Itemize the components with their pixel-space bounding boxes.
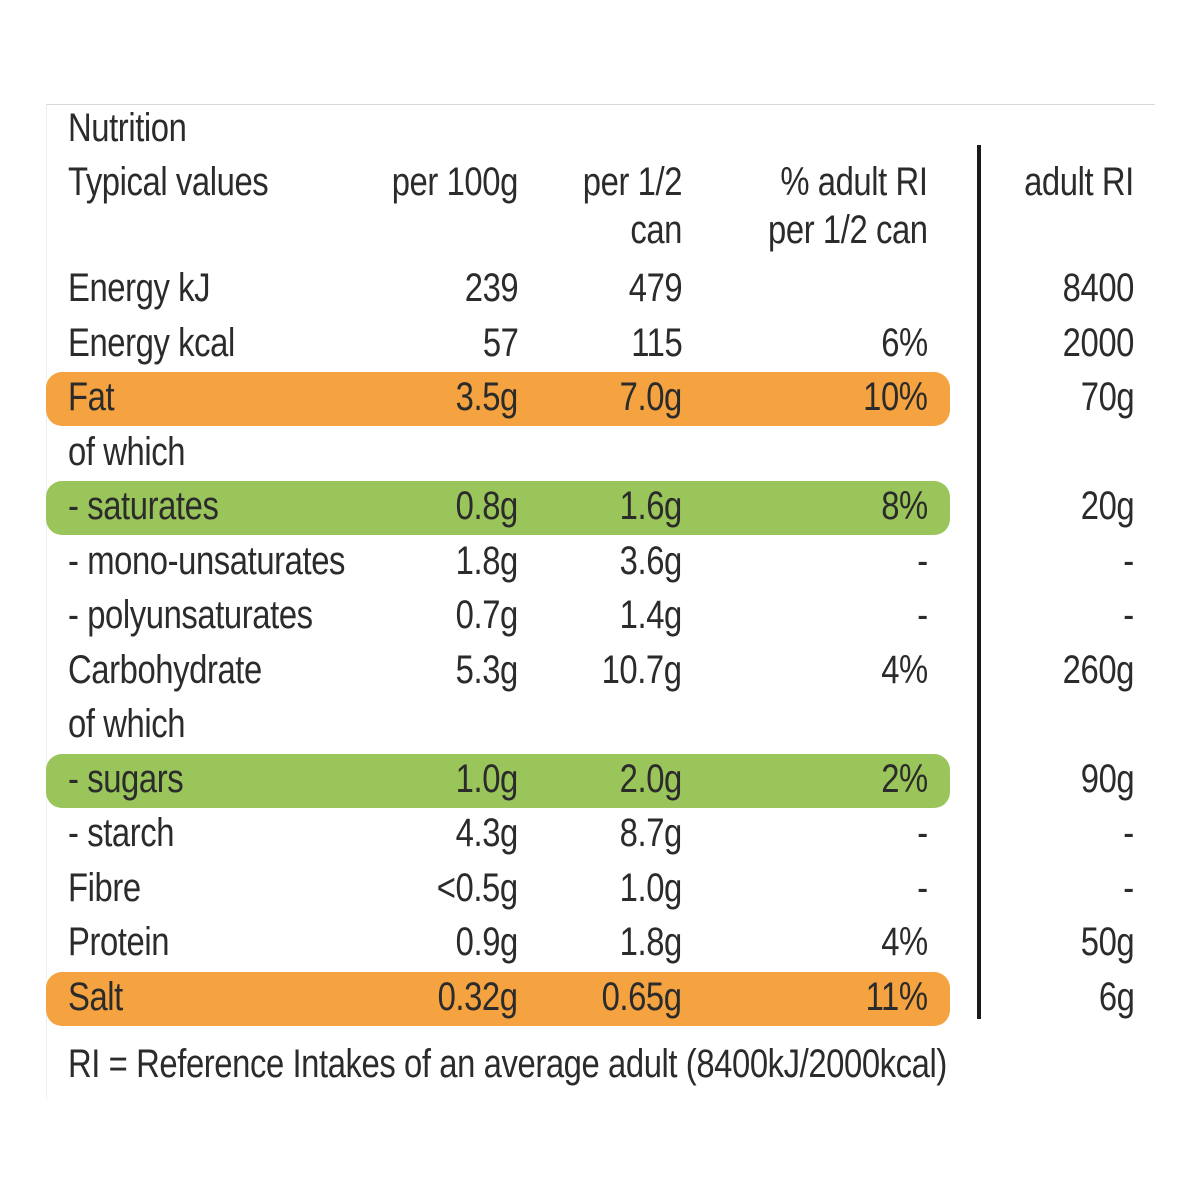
row-label: of which	[68, 429, 186, 474]
ri-footnote: RI = Reference Intakes of an average adu…	[68, 1042, 947, 1086]
per-half-can-value: 0.65g	[601, 974, 682, 1019]
typical-values-header: Typical values	[68, 160, 269, 204]
adult-ri-header: adult RI	[1024, 160, 1134, 204]
per-100g-value: <0.5g	[437, 865, 518, 910]
row-label: Fat	[68, 375, 115, 419]
per-100g-value: 0.32g	[437, 974, 518, 1019]
row-label: of which	[68, 702, 186, 746]
adult-ri-value: 6g	[1098, 974, 1134, 1019]
highlight-band-green	[46, 481, 950, 535]
highlight-band-orange	[46, 372, 950, 426]
per-100g-value: 4.3g	[455, 811, 519, 855]
row-label: Protein	[68, 920, 170, 964]
adult-ri-value: 70g	[1080, 375, 1134, 419]
adult-ri-value: 2000	[1062, 320, 1135, 365]
row-label: - polyunsaturates	[68, 593, 313, 637]
per-100g-value: 0.7g	[455, 593, 519, 637]
per-100g-header: per 100g	[391, 160, 519, 204]
per-100g-value: 1.8g	[455, 538, 519, 583]
pct-ri-value: 6%	[881, 320, 928, 365]
per-half-can-header-line2: can	[630, 208, 682, 252]
per-half-can-header-line1: per 1/2	[582, 160, 683, 204]
row-label: - sugars	[68, 756, 184, 801]
per-half-can-value: 8.7g	[619, 811, 683, 855]
pct-ri-value: 10%	[863, 375, 929, 419]
row-label: - mono-unsaturates	[68, 538, 346, 583]
pct-ri-value: 4%	[881, 647, 928, 692]
pct-ri-value: -	[917, 865, 928, 910]
adult-ri-value: -	[1123, 593, 1134, 637]
row-label: Energy kJ	[68, 266, 211, 310]
per-half-can-value: 1.6g	[619, 484, 683, 528]
adult-ri-value: 90g	[1080, 756, 1134, 801]
per-100g-value: 1.0g	[455, 756, 519, 801]
per-100g-value: 5.3g	[455, 647, 519, 692]
adult-ri-divider	[977, 145, 981, 1019]
per-100g-value: 3.5g	[455, 375, 519, 419]
row-label: Fibre	[68, 865, 141, 910]
per-100g-value: 57	[482, 320, 518, 365]
pct-ri-value: -	[917, 811, 928, 855]
adult-ri-value: -	[1123, 538, 1134, 583]
per-half-can-value: 115	[630, 320, 682, 365]
per-half-can-value: 10.7g	[601, 647, 682, 692]
adult-ri-value: 260g	[1062, 647, 1135, 692]
nutrition-title: Nutrition	[68, 106, 187, 150]
adult-ri-value: 8400	[1062, 266, 1135, 310]
row-label: - saturates	[68, 484, 219, 528]
adult-ri-value: -	[1123, 865, 1134, 910]
per-100g-value: 239	[464, 266, 518, 310]
pct-ri-value: 11%	[866, 974, 928, 1019]
row-label: Energy kcal	[68, 320, 235, 365]
adult-ri-value: 50g	[1080, 920, 1134, 964]
per-half-can-value: 479	[628, 266, 682, 310]
row-label: Salt	[68, 974, 123, 1019]
pct-ri-value: -	[917, 538, 928, 583]
pct-ri-value: -	[917, 593, 928, 637]
per-half-can-value: 1.8g	[619, 920, 683, 964]
per-half-can-value: 2.0g	[619, 756, 683, 801]
per-half-can-value: 3.6g	[619, 538, 683, 583]
per-half-can-value: 7.0g	[619, 375, 683, 419]
pct-ri-value: 4%	[881, 920, 928, 964]
per-100g-value: 0.9g	[455, 920, 519, 964]
per-half-can-value: 1.0g	[619, 865, 683, 910]
highlight-band-green	[46, 753, 950, 808]
pct-ri-header-line2: per 1/2 can	[768, 208, 928, 252]
row-label: Carbohydrate	[68, 647, 262, 692]
per-half-can-value: 1.4g	[619, 593, 683, 637]
pct-ri-value: 8%	[881, 484, 928, 528]
highlight-band-orange	[46, 971, 950, 1026]
adult-ri-value: 20g	[1080, 484, 1134, 528]
nutrition-panel	[46, 104, 1155, 1099]
adult-ri-value: -	[1123, 811, 1134, 855]
per-100g-value: 0.8g	[455, 484, 519, 528]
pct-ri-header-line1: % adult RI	[780, 160, 929, 204]
row-label: - starch	[68, 811, 175, 855]
pct-ri-value: 2%	[881, 756, 928, 801]
